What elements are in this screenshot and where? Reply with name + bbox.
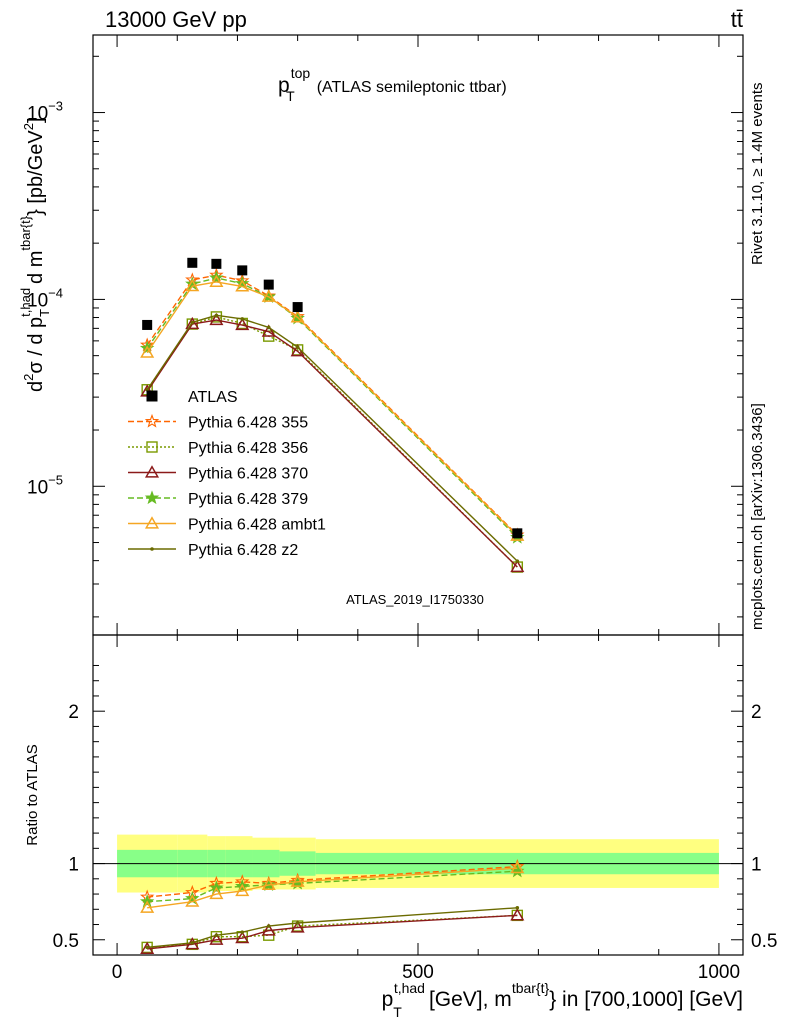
data-point bbox=[187, 257, 198, 268]
ratio-y-tick-label: 2 bbox=[68, 702, 79, 723]
data-point bbox=[211, 258, 222, 269]
ratio-marker-2 bbox=[209, 932, 224, 945]
legend-label-0: Pythia 6.428 355 bbox=[188, 415, 308, 432]
energy-label: 13000 GeV pp bbox=[105, 7, 247, 32]
legend: ATLAS Pythia 6.428 355 Pythia 6.428 356 Pyt… bbox=[128, 389, 326, 559]
ratio-marker-5 bbox=[145, 945, 149, 950]
ratio-marker-4 bbox=[261, 877, 276, 890]
ratio-marker-2 bbox=[261, 923, 276, 936]
data-point bbox=[142, 319, 153, 330]
ratio-y-tick-label-right: 2 bbox=[751, 702, 762, 723]
x-tick-label: 1000 bbox=[698, 962, 740, 983]
series-marker-5 bbox=[190, 320, 195, 325]
legend-marker-0 bbox=[144, 413, 160, 428]
series-marker-4 bbox=[261, 289, 276, 302]
ratio-frame bbox=[92, 634, 744, 956]
y-tick-label: 10−5 bbox=[27, 472, 63, 498]
ratio-marker-2 bbox=[140, 941, 155, 954]
legend-marker-1 bbox=[146, 441, 158, 453]
series-marker-5 bbox=[515, 559, 520, 563]
legend-label-5: Pythia 6.428 z2 bbox=[188, 542, 298, 559]
ratio-y-tick-label: 1 bbox=[68, 855, 79, 876]
ratio-y-axis-label: Ratio to ATLAS bbox=[24, 744, 41, 845]
legend-label-2: Pythia 6.428 370 bbox=[188, 466, 308, 483]
series-marker-4 bbox=[140, 345, 155, 358]
legend-label-1: Pythia 6.428 356 bbox=[188, 440, 308, 457]
process-label: tt̄ bbox=[731, 7, 743, 32]
series-marker-5 bbox=[214, 313, 219, 318]
series-line-4 bbox=[146, 281, 518, 537]
series-marker-2 bbox=[235, 317, 250, 331]
series-marker-4 bbox=[290, 310, 305, 323]
series-marker-4 bbox=[185, 278, 200, 292]
ratio-marker-4 bbox=[510, 860, 525, 874]
y-tick-exponent: −5 bbox=[48, 472, 63, 487]
series-marker-5 bbox=[266, 325, 271, 330]
main-series-lines bbox=[139, 267, 525, 573]
legend-marker-2 bbox=[144, 465, 160, 478]
rivet-label: Rivet 3.1.10, ≥ 1.4M events bbox=[749, 83, 766, 266]
ratio-marker-4 bbox=[235, 883, 250, 897]
ratio-marker-5 bbox=[266, 924, 271, 928]
series-marker-2 bbox=[185, 316, 200, 330]
ratio-marker-2 bbox=[235, 930, 250, 944]
ratio-marker-2 bbox=[290, 920, 305, 933]
data-point bbox=[292, 302, 303, 313]
ratio-marker-5 bbox=[214, 933, 219, 937]
ratio-series-lines bbox=[139, 859, 525, 954]
series-line-1 bbox=[146, 316, 518, 568]
legend-marker-3 bbox=[144, 490, 160, 505]
main-data-points bbox=[142, 257, 523, 539]
y-axis-label: d2σ / d pTt,hadd mtbar{t}} [pb/GeV2] bbox=[18, 117, 52, 392]
plot-title: ptop T (ATLAS semileptonic ttbar) bbox=[278, 65, 507, 104]
series-marker-2 bbox=[209, 312, 224, 326]
ratio-plot-area bbox=[93, 834, 743, 893]
ratio-marker-4 bbox=[290, 874, 305, 887]
y-tick-exponent: −4 bbox=[48, 285, 63, 300]
ratio-marker-5 bbox=[295, 921, 300, 925]
ratio-marker-4 bbox=[209, 886, 224, 900]
ratio-line-4 bbox=[147, 867, 518, 909]
x-tick-label: 500 bbox=[402, 962, 434, 983]
y-tick-exponent: −3 bbox=[48, 99, 63, 114]
data-point bbox=[512, 528, 523, 539]
x-tick-label: 0 bbox=[112, 962, 123, 983]
series-marker-2 bbox=[261, 324, 276, 337]
legend-marker-5 bbox=[150, 547, 154, 551]
series-marker-4 bbox=[209, 274, 224, 288]
series-marker-2 bbox=[510, 559, 525, 573]
legend-label-4: Pythia 6.428 ambt1 bbox=[188, 517, 326, 534]
ratio-marker-4 bbox=[185, 894, 200, 907]
series-marker-5 bbox=[295, 345, 300, 349]
x-axis-label: pTt,had [GeV], mtbar{t}} in [700,1000] [G… bbox=[382, 980, 743, 1020]
legend-marker-data bbox=[146, 390, 158, 402]
series-marker-5 bbox=[240, 317, 245, 321]
ratio-marker-5 bbox=[240, 930, 245, 934]
legend-label-3: Pythia 6.428 379 bbox=[188, 491, 308, 508]
ratio-marker-5 bbox=[190, 941, 195, 945]
ratio-y-tick-label-right: 1 bbox=[751, 855, 762, 876]
ratio-marker-4 bbox=[140, 900, 155, 913]
legend-marker-4 bbox=[144, 516, 160, 529]
data-point bbox=[263, 279, 274, 290]
series-marker-4 bbox=[235, 279, 250, 292]
mcplots-label: mcplots.cern.ch [arXiv:1306.3436] bbox=[749, 403, 766, 630]
ratio-y-tick-label-right: 0.5 bbox=[751, 931, 777, 952]
ratio-marker-5 bbox=[515, 905, 520, 910]
ratio-y-tick-label: 0.5 bbox=[53, 931, 79, 952]
legend-label-data: ATLAS bbox=[188, 389, 238, 406]
ratio-marker-2 bbox=[510, 908, 525, 921]
data-point bbox=[237, 265, 248, 276]
analysis-id: ATLAS_2019_I1750330 bbox=[346, 592, 484, 607]
